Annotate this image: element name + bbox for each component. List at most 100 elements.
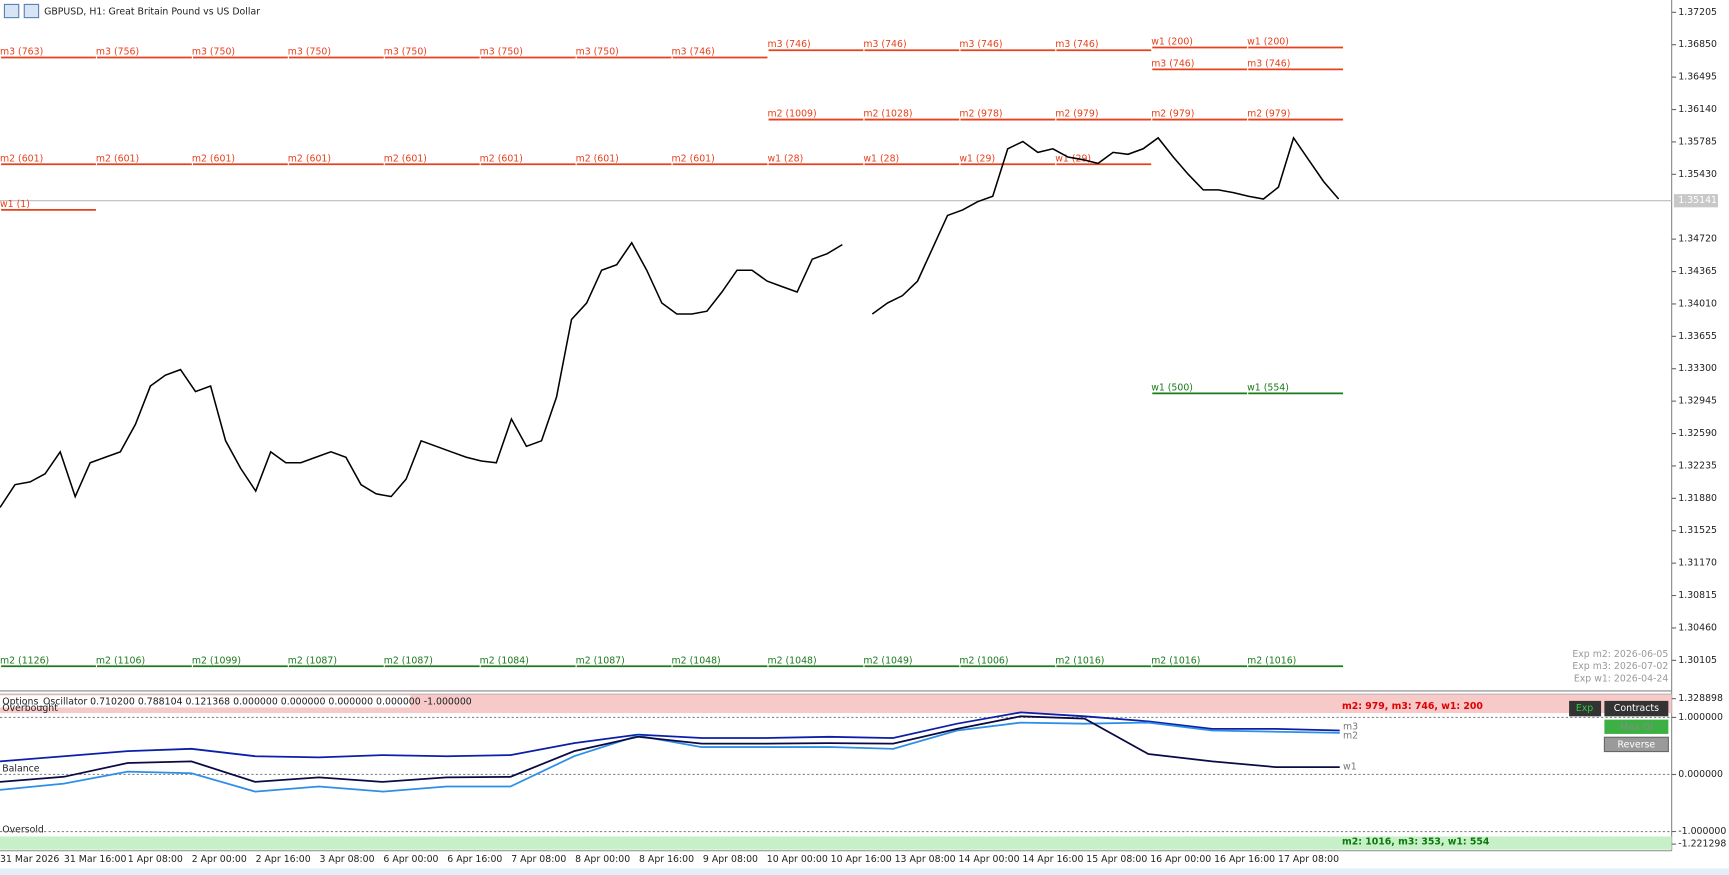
- y-tick-label: 1.32235: [1678, 460, 1717, 471]
- y-tick-label: 1.33300: [1678, 363, 1717, 374]
- max-oi-button-label[interactable]: Max OI: [1620, 722, 1652, 733]
- x-tick-label: 17 Apr 08:00: [1278, 854, 1339, 865]
- level-label: w1 (28): [767, 153, 803, 164]
- level-label: m2 (601): [288, 153, 331, 164]
- osc-line: [0, 711, 1340, 763]
- x-tick-label: 14 Apr 16:00: [1022, 854, 1083, 865]
- x-tick-label: 6 Apr 16:00: [447, 854, 502, 865]
- y-tick-label: 1.30815: [1678, 590, 1717, 601]
- level-label: m2 (1016): [1151, 655, 1200, 666]
- x-tick-label: 10 Apr 00:00: [767, 854, 828, 865]
- zone-label: Overbought: [2, 703, 58, 714]
- indicator-header: Options_Oscillator 0.710200 0.788104 0.1…: [2, 696, 472, 707]
- level-label: w1 (200): [1151, 36, 1193, 47]
- contracts-button[interactable]: [1604, 700, 1669, 717]
- level-label: m2 (601): [192, 153, 235, 164]
- y-tick-label: 1.31525: [1678, 525, 1717, 536]
- contracts-button-label[interactable]: Contracts: [1614, 703, 1659, 714]
- level-label: m2 (601): [384, 153, 427, 164]
- y-tick-label: 1.36495: [1678, 72, 1717, 83]
- level-label: m2 (601): [0, 153, 43, 164]
- level-label: m2 (1016): [1247, 655, 1296, 666]
- level-label: m2 (601): [576, 153, 619, 164]
- level-label: m3 (750): [384, 46, 427, 57]
- x-tick-label: 16 Apr 00:00: [1150, 854, 1211, 865]
- chart-title: GBPUSD, H1: Great Britain Pound vs US Do…: [44, 7, 260, 18]
- level-label: w1 (29): [959, 153, 995, 164]
- x-tick-label: 7 Apr 08:00: [511, 854, 566, 865]
- chart-icon: [3, 3, 20, 19]
- level-label: m2 (601): [480, 153, 523, 164]
- level-label: m3 (763): [0, 46, 43, 57]
- level-label: m3 (746): [1151, 58, 1194, 69]
- osc-y-tick-label: -1.221298: [1678, 839, 1726, 850]
- level-label: m2 (601): [96, 153, 139, 164]
- overbought-band: [0, 694, 1672, 714]
- level-label: m2 (601): [672, 153, 715, 164]
- x-tick-label: 10 Apr 16:00: [831, 854, 892, 865]
- level-label: w1 (1): [0, 199, 30, 210]
- level-label: m3 (746): [1247, 58, 1290, 69]
- reverse-button[interactable]: [1603, 736, 1669, 753]
- bottom-summary: m2: 1016, m3: 353, w1: 554: [1342, 836, 1490, 847]
- level-label: m3 (750): [480, 46, 523, 57]
- level-label: m3 (756): [96, 46, 139, 57]
- y-tick-label: 1.34720: [1678, 234, 1717, 245]
- y-tick-label: 1.34365: [1678, 266, 1717, 277]
- x-tick-label: 31 Mar 2026: [0, 854, 59, 865]
- level-label: m2 (979): [1247, 109, 1290, 120]
- level-label: w1 (554): [1247, 382, 1289, 393]
- level-label: m2 (1048): [767, 655, 816, 666]
- level-label: m2 (1009): [767, 109, 816, 120]
- max-oi-button[interactable]: [1604, 719, 1669, 734]
- level-label: w1 (200): [1247, 36, 1289, 47]
- x-tick-label: 6 Apr 00:00: [383, 854, 438, 865]
- y-tick-label: 1.31880: [1678, 493, 1717, 504]
- x-tick-label: 14 Apr 00:00: [959, 854, 1020, 865]
- level-label: m2 (1016): [1055, 655, 1104, 666]
- y-tick-label: 1.35430: [1678, 169, 1717, 180]
- oversold-band: [0, 836, 1672, 850]
- chart-icon: [23, 3, 40, 19]
- reverse-button-label[interactable]: Reverse: [1618, 739, 1656, 750]
- x-tick-label: 2 Apr 16:00: [256, 854, 311, 865]
- exp-button[interactable]: [1569, 700, 1602, 717]
- status-strip: [0, 868, 1729, 875]
- x-tick-label: 8 Apr 00:00: [575, 854, 630, 865]
- level-label: w1 (28): [863, 153, 899, 164]
- level-label: m3 (746): [863, 39, 906, 50]
- level-label: m3 (746): [767, 39, 810, 50]
- y-tick-label: 1.34010: [1678, 298, 1717, 309]
- current-price-label: 1.35141: [1678, 195, 1717, 206]
- level-label: m2 (1106): [96, 655, 145, 666]
- y-tick-label: 1.36140: [1678, 104, 1717, 115]
- level-label: m3 (750): [192, 46, 235, 57]
- level-label: m2 (1028): [863, 109, 912, 120]
- level-label: m2 (1084): [480, 655, 529, 666]
- level-label: m2 (1006): [959, 655, 1008, 666]
- current-price-tag: [1673, 194, 1718, 208]
- level-label: m3 (750): [288, 46, 331, 57]
- osc-series-label: m2: [1343, 731, 1358, 742]
- level-label: m2 (979): [1151, 109, 1194, 120]
- x-tick-label: 13 Apr 08:00: [895, 854, 956, 865]
- level-label: m3 (746): [1055, 39, 1098, 50]
- level-label: m2 (979): [1055, 109, 1098, 120]
- y-tick-label: 1.31170: [1678, 558, 1717, 569]
- expiry-label: Exp m3: 2026-07-02: [1572, 661, 1668, 672]
- level-label: m2 (1049): [863, 655, 912, 666]
- x-tick-label: 8 Apr 16:00: [639, 854, 694, 865]
- y-tick-label: 1.36850: [1678, 39, 1717, 50]
- top-summary: m2: 979, m3: 746, w1: 200: [1342, 701, 1483, 712]
- y-tick-label: 1.37205: [1678, 7, 1717, 18]
- exp-button-label[interactable]: Exp: [1576, 703, 1593, 714]
- level-label: m2 (1099): [192, 655, 241, 666]
- y-tick-label: 1.30460: [1678, 622, 1717, 633]
- osc-series-label: m3: [1343, 722, 1358, 733]
- level-label: m2 (1048): [672, 655, 721, 666]
- y-tick-label: 1.35785: [1678, 136, 1717, 147]
- indicator-header-bg: [0, 695, 411, 708]
